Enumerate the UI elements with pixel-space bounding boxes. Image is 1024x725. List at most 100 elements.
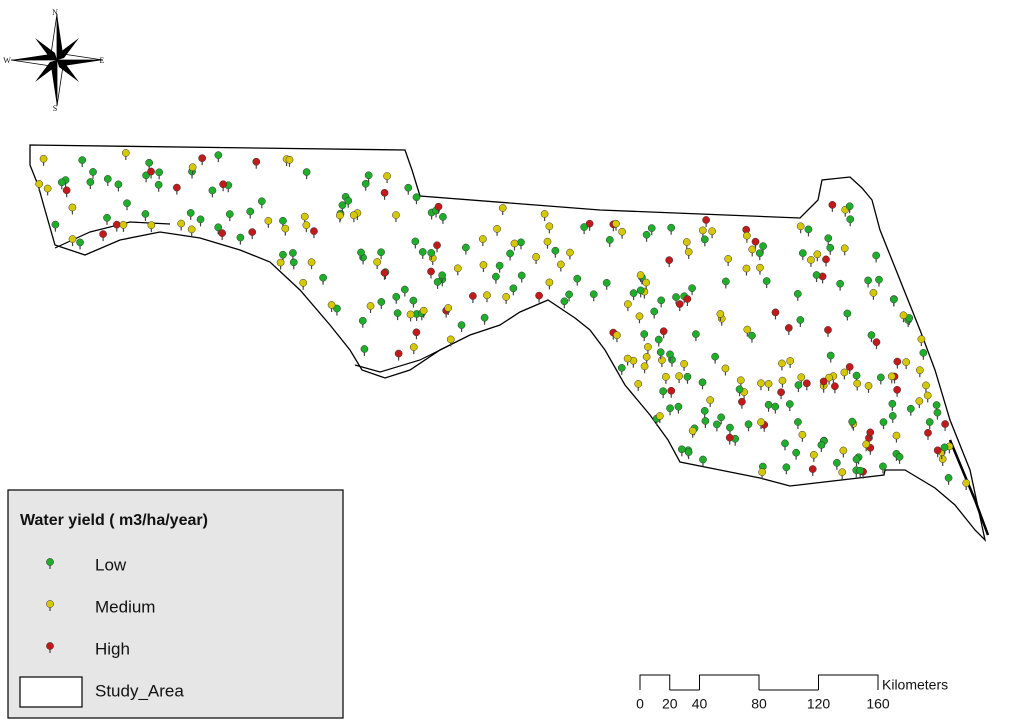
pin-head bbox=[794, 381, 803, 389]
pin-head bbox=[736, 376, 745, 385]
pin bbox=[535, 291, 543, 303]
pin-head bbox=[532, 253, 540, 261]
pin-head bbox=[556, 260, 565, 269]
pin bbox=[427, 249, 436, 260]
pin-head bbox=[786, 357, 795, 365]
pin bbox=[565, 290, 573, 302]
pin bbox=[724, 255, 732, 266]
pin bbox=[655, 412, 664, 424]
pin bbox=[892, 431, 901, 443]
pin-head bbox=[708, 227, 716, 236]
pin-head bbox=[764, 379, 773, 388]
pin bbox=[713, 420, 721, 432]
pin-head bbox=[840, 244, 849, 253]
pin bbox=[793, 290, 802, 301]
pin bbox=[906, 404, 915, 416]
pin-head bbox=[364, 171, 373, 180]
pin-head bbox=[771, 402, 780, 411]
pin-head bbox=[893, 385, 901, 394]
pin-head bbox=[446, 335, 455, 344]
pin-head bbox=[279, 250, 287, 259]
pin-head bbox=[711, 352, 719, 361]
pin-head bbox=[613, 331, 621, 340]
pin-head bbox=[404, 183, 413, 192]
pin-head bbox=[427, 267, 435, 276]
pin bbox=[656, 348, 665, 360]
pin bbox=[818, 272, 827, 284]
pin-head bbox=[824, 234, 833, 243]
pin bbox=[672, 293, 680, 305]
pin bbox=[798, 430, 807, 442]
pin bbox=[173, 183, 181, 195]
pin-head bbox=[68, 235, 77, 243]
pin bbox=[758, 468, 766, 480]
pin bbox=[796, 316, 805, 327]
pin-head bbox=[344, 196, 353, 205]
pin-head bbox=[862, 440, 871, 449]
pin-head bbox=[380, 268, 389, 277]
pin-head bbox=[612, 219, 620, 228]
pin-head bbox=[667, 386, 676, 395]
pin-head bbox=[119, 221, 128, 229]
pin bbox=[843, 309, 852, 321]
pin bbox=[439, 213, 447, 224]
pin-head bbox=[642, 278, 650, 287]
pin-head bbox=[373, 258, 382, 266]
pin-head bbox=[357, 248, 365, 257]
pin-head bbox=[778, 359, 786, 368]
pin-head bbox=[688, 426, 697, 435]
pin-head bbox=[68, 203, 77, 212]
pin bbox=[188, 163, 197, 175]
pin bbox=[218, 229, 226, 241]
pin bbox=[784, 324, 793, 335]
pin bbox=[545, 278, 554, 290]
pin-head bbox=[187, 225, 196, 234]
pin-head bbox=[214, 223, 223, 232]
pin-head bbox=[76, 238, 84, 247]
pin bbox=[748, 245, 757, 257]
pin-head bbox=[349, 211, 358, 219]
pin bbox=[338, 201, 347, 213]
pin bbox=[289, 258, 298, 270]
pin bbox=[612, 219, 620, 231]
pin-head bbox=[902, 358, 911, 366]
pin-head bbox=[677, 445, 686, 454]
pin-head bbox=[543, 237, 552, 246]
pin bbox=[434, 202, 443, 214]
pin-head bbox=[409, 343, 418, 351]
pin bbox=[941, 420, 949, 432]
pin-head bbox=[361, 179, 370, 188]
pin-head bbox=[923, 391, 932, 400]
pin-head bbox=[941, 420, 949, 428]
pin-head bbox=[535, 291, 543, 300]
pin bbox=[925, 418, 934, 430]
pin bbox=[103, 175, 112, 186]
pin-head bbox=[618, 227, 626, 236]
pin-head bbox=[889, 295, 898, 304]
pin bbox=[285, 155, 294, 167]
pin-head bbox=[700, 407, 709, 415]
pin bbox=[307, 258, 316, 270]
pin-head bbox=[99, 230, 107, 238]
pin bbox=[502, 293, 510, 304]
pin bbox=[962, 479, 971, 491]
pin bbox=[699, 455, 707, 467]
pin-head bbox=[186, 209, 195, 217]
pin-head bbox=[602, 278, 611, 287]
pin-head bbox=[701, 417, 710, 425]
pin bbox=[706, 396, 715, 408]
pin bbox=[864, 276, 872, 288]
pin-head bbox=[826, 351, 835, 360]
pin bbox=[726, 423, 734, 435]
pin bbox=[196, 215, 205, 227]
pin-head bbox=[545, 278, 554, 287]
pin bbox=[119, 221, 128, 232]
pin bbox=[771, 308, 780, 320]
pin bbox=[919, 348, 928, 360]
pin-head bbox=[867, 331, 876, 339]
pin bbox=[902, 358, 911, 370]
pin bbox=[923, 391, 932, 403]
pin-head bbox=[112, 220, 121, 229]
scale-label: 40 bbox=[692, 696, 708, 712]
